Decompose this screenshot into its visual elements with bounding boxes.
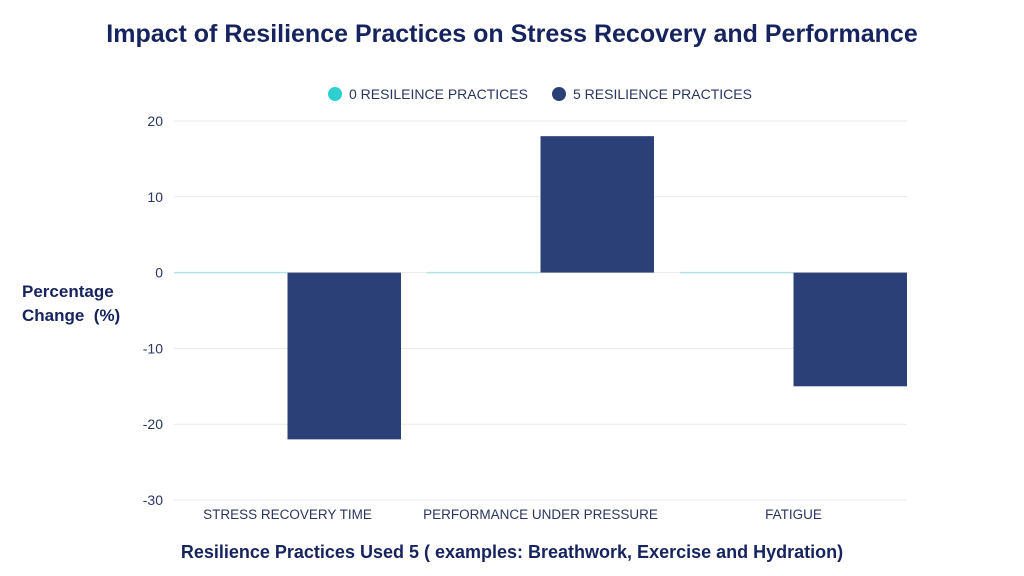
y-tick-label: 10	[147, 189, 163, 205]
x-tick-label: FATIGUE	[765, 507, 822, 522]
legend-marker	[552, 87, 566, 101]
x-tick-label: PERFORMANCE UNDER PRESSURE	[423, 507, 658, 522]
bar-0-practices	[174, 271, 288, 274]
x-tick-label: STRESS RECOVERY TIME	[203, 507, 372, 522]
y-tick-label: -10	[143, 340, 163, 356]
legend-label: 5 RESILIENCE PRACTICES	[573, 86, 752, 102]
legend-label: 0 RESILEINCE PRACTICES	[349, 86, 528, 102]
y-tick-label: -20	[143, 416, 163, 432]
chart-title: Impact of Resilience Practices on Stress…	[106, 20, 918, 48]
bar-5-practices	[793, 272, 907, 387]
bar-0-practices	[680, 271, 794, 274]
x-axis-label: Resilience Practices Used 5 ( examples: …	[180, 542, 844, 562]
y-tick-label: -30	[143, 492, 163, 508]
y-tick-label: 0	[155, 265, 163, 281]
bar-0-practices	[427, 271, 541, 274]
y-axis-label: Percentage Change (%)	[22, 282, 121, 325]
bar-5-practices	[540, 136, 654, 273]
legend-marker	[328, 87, 342, 101]
bar-5-practices	[287, 272, 401, 440]
y-tick-label: 20	[147, 113, 163, 129]
